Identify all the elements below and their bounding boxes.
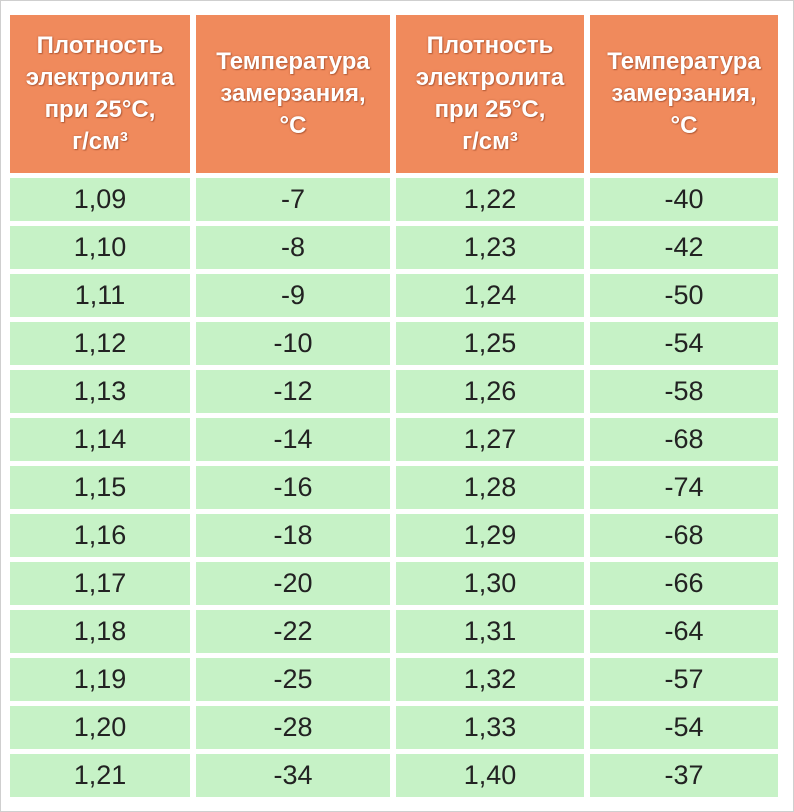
cell-density: 1,19 [10,658,190,701]
cell-density: 1,21 [10,754,190,797]
table-row: 1,14 -14 1,27 -68 [10,418,778,461]
cell-freezing-temp: -20 [196,562,390,605]
table-row: 1,16 -18 1,29 -68 [10,514,778,557]
table-row: 1,20 -28 1,33 -54 [10,706,778,749]
header-freezing-temp-1: Температура замерзания, °С [196,15,390,173]
header-row: Плотность электролита при 25°С, г/см³ Те… [10,15,778,173]
cell-density: 1,24 [396,274,584,317]
cell-freezing-temp: -12 [196,370,390,413]
cell-density: 1,26 [396,370,584,413]
cell-freezing-temp: -34 [196,754,390,797]
cell-freezing-temp: -7 [196,178,390,221]
table-row: 1,12 -10 1,25 -54 [10,322,778,365]
cell-density: 1,30 [396,562,584,605]
cell-freezing-temp: -64 [590,610,778,653]
cell-freezing-temp: -50 [590,274,778,317]
cell-freezing-temp: -28 [196,706,390,749]
table-row: 1,10 -8 1,23 -42 [10,226,778,269]
cell-freezing-temp: -10 [196,322,390,365]
cell-density: 1,15 [10,466,190,509]
table-row: 1,18 -22 1,31 -64 [10,610,778,653]
table-body: 1,09 -7 1,22 -40 1,10 -8 1,23 -42 1,11 -9 1,24 -50 1… [10,178,778,797]
table-row: 1,17 -20 1,30 -66 [10,562,778,605]
cell-freezing-temp: -9 [196,274,390,317]
table-row: 1,19 -25 1,32 -57 [10,658,778,701]
cell-density: 1,40 [396,754,584,797]
cell-density: 1,14 [10,418,190,461]
cell-density: 1,10 [10,226,190,269]
cell-freezing-temp: -22 [196,610,390,653]
cell-freezing-temp: -18 [196,514,390,557]
cell-density: 1,31 [396,610,584,653]
table-row: 1,15 -16 1,28 -74 [10,466,778,509]
cell-freezing-temp: -74 [590,466,778,509]
cell-density: 1,23 [396,226,584,269]
header-freezing-temp-2: Температура замерзания, °С [590,15,778,173]
cell-freezing-temp: -16 [196,466,390,509]
cell-density: 1,16 [10,514,190,557]
cell-density: 1,28 [396,466,584,509]
cell-density: 1,33 [396,706,584,749]
cell-freezing-temp: -14 [196,418,390,461]
table-row: 1,13 -12 1,26 -58 [10,370,778,413]
cell-density: 1,17 [10,562,190,605]
cell-freezing-temp: -57 [590,658,778,701]
cell-freezing-temp: -58 [590,370,778,413]
cell-freezing-temp: -25 [196,658,390,701]
table-row: 1,21 -34 1,40 -37 [10,754,778,797]
electrolyte-freezing-table: Плотность электролита при 25°С, г/см³ Те… [4,10,784,802]
table-row: 1,11 -9 1,24 -50 [10,274,778,317]
cell-density: 1,18 [10,610,190,653]
cell-freezing-temp: -68 [590,514,778,557]
cell-freezing-temp: -37 [590,754,778,797]
cell-density: 1,29 [396,514,584,557]
header-density-1: Плотность электролита при 25°С, г/см³ [10,15,190,173]
cell-freezing-temp: -68 [590,418,778,461]
cell-freezing-temp: -54 [590,706,778,749]
cell-density: 1,25 [396,322,584,365]
cell-density: 1,13 [10,370,190,413]
cell-density: 1,20 [10,706,190,749]
cell-freezing-temp: -42 [590,226,778,269]
cell-freezing-temp: -8 [196,226,390,269]
cell-freezing-temp: -66 [590,562,778,605]
cell-density: 1,27 [396,418,584,461]
cell-density: 1,11 [10,274,190,317]
cell-freezing-temp: -54 [590,322,778,365]
header-density-2: Плотность электролита при 25°С, г/см³ [396,15,584,173]
cell-freezing-temp: -40 [590,178,778,221]
table-row: 1,09 -7 1,22 -40 [10,178,778,221]
cell-density: 1,12 [10,322,190,365]
cell-density: 1,22 [396,178,584,221]
cell-density: 1,09 [10,178,190,221]
cell-density: 1,32 [396,658,584,701]
